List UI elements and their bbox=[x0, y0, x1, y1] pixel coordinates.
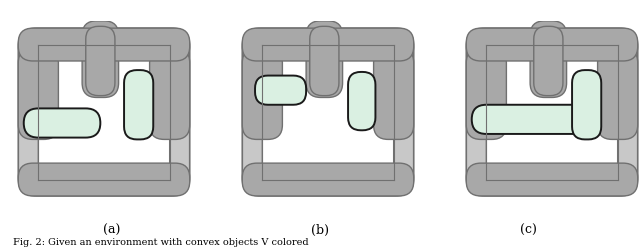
FancyBboxPatch shape bbox=[243, 28, 413, 61]
FancyBboxPatch shape bbox=[243, 28, 413, 196]
Text: Fig. 2: Given an environment with convex objects V colored: Fig. 2: Given an environment with convex… bbox=[13, 238, 308, 247]
FancyBboxPatch shape bbox=[310, 26, 339, 96]
FancyBboxPatch shape bbox=[306, 21, 342, 97]
FancyBboxPatch shape bbox=[530, 21, 566, 97]
FancyBboxPatch shape bbox=[38, 45, 170, 180]
FancyBboxPatch shape bbox=[19, 48, 58, 139]
FancyBboxPatch shape bbox=[572, 70, 601, 139]
FancyBboxPatch shape bbox=[124, 70, 153, 139]
FancyBboxPatch shape bbox=[255, 75, 306, 105]
Text: (a): (a) bbox=[103, 224, 121, 237]
FancyBboxPatch shape bbox=[467, 163, 637, 196]
FancyBboxPatch shape bbox=[19, 28, 189, 196]
FancyBboxPatch shape bbox=[348, 72, 376, 130]
Text: (c): (c) bbox=[520, 224, 536, 237]
FancyBboxPatch shape bbox=[467, 28, 637, 61]
FancyBboxPatch shape bbox=[262, 45, 394, 180]
Text: (b): (b) bbox=[311, 224, 329, 237]
FancyBboxPatch shape bbox=[243, 163, 413, 196]
FancyBboxPatch shape bbox=[472, 105, 600, 134]
FancyBboxPatch shape bbox=[19, 163, 189, 196]
FancyBboxPatch shape bbox=[534, 26, 563, 96]
FancyBboxPatch shape bbox=[598, 48, 637, 139]
FancyBboxPatch shape bbox=[374, 48, 413, 139]
FancyBboxPatch shape bbox=[24, 108, 100, 138]
FancyBboxPatch shape bbox=[467, 28, 637, 196]
FancyBboxPatch shape bbox=[486, 45, 618, 180]
FancyBboxPatch shape bbox=[243, 48, 282, 139]
FancyBboxPatch shape bbox=[86, 26, 115, 96]
FancyBboxPatch shape bbox=[467, 48, 506, 139]
FancyBboxPatch shape bbox=[150, 48, 189, 139]
FancyBboxPatch shape bbox=[19, 28, 189, 61]
FancyBboxPatch shape bbox=[82, 21, 118, 97]
